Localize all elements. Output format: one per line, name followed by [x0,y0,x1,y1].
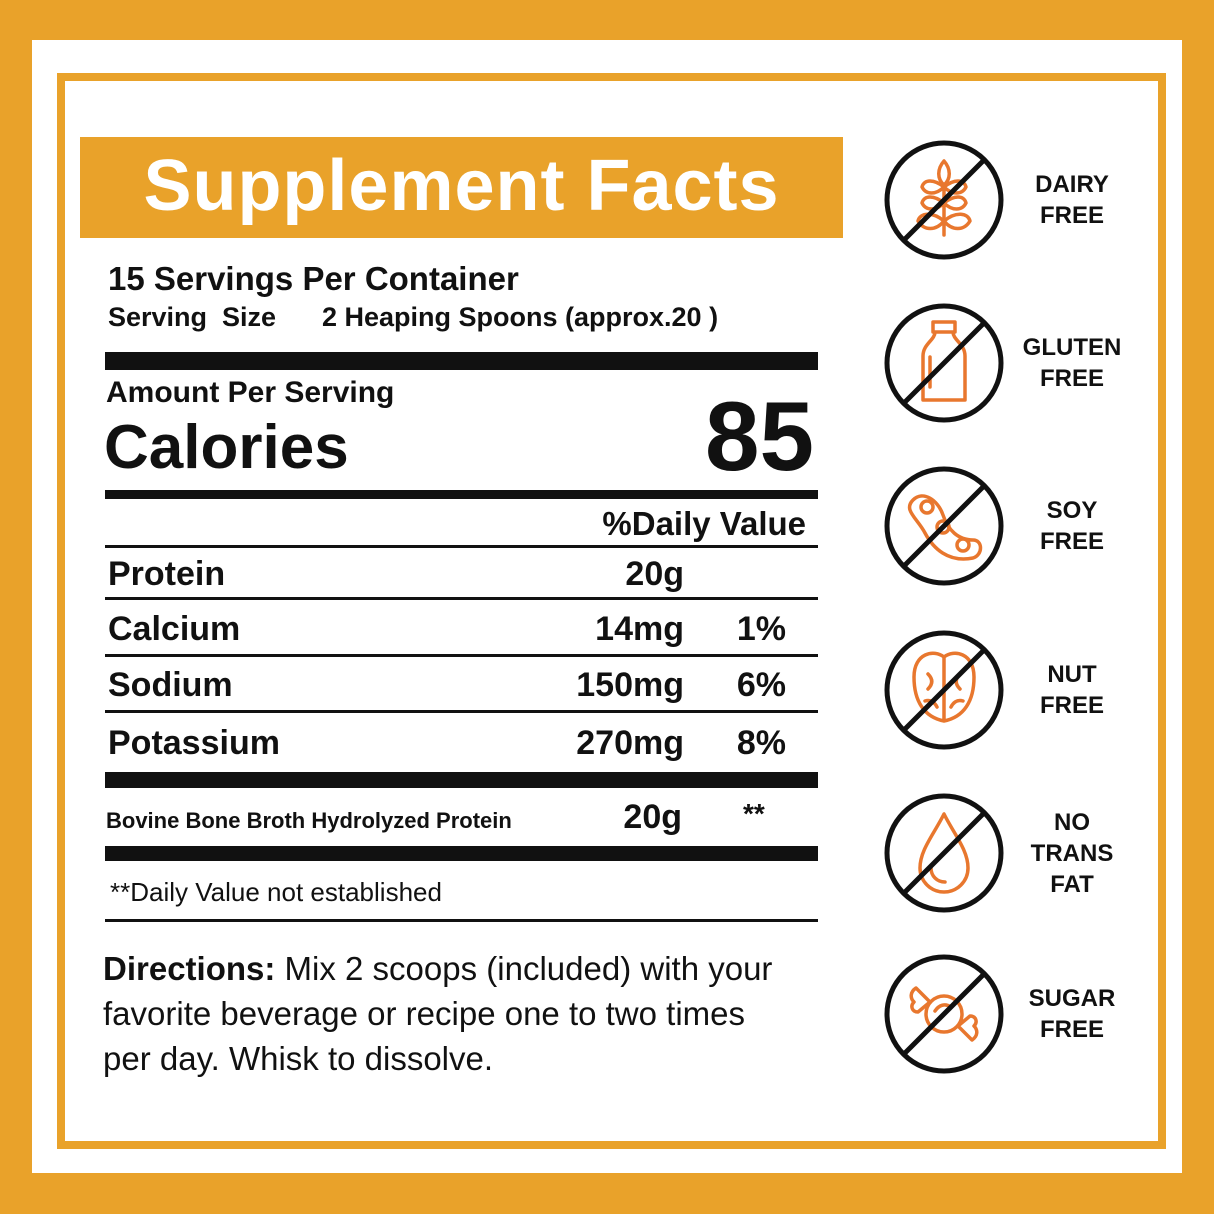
badge-label: GLUTEN FREE [1012,332,1132,394]
nutrient-name: Sodium [108,666,233,704]
badge-label-line: TRANS [1030,839,1114,867]
nutrient-amount: 20g [625,555,684,593]
badge-label-line: FAT [1050,870,1094,898]
title-banner: Supplement Facts [80,137,843,238]
page-title: Supplement Facts [143,146,780,226]
prohibited-circle-icon [884,793,1004,913]
badge-4 [883,792,1005,914]
badge-label-line: NO [1054,808,1090,836]
badge-label: NUT FREE [1012,659,1132,721]
directions-line-1: Directions: Mix 2 scoops (included) with… [103,946,772,991]
directions-label: Directions: [103,950,276,987]
directions-line-3: per day. Whisk to dissolve. [103,1040,494,1077]
serving-size-value: 2 Heaping Spoons (approx.20 ) [322,302,719,332]
prohibited-circle-icon [884,140,1004,260]
nutrient-dv: 6% [736,666,786,704]
divider [105,919,818,922]
divider-thick [105,352,818,370]
badge-label-line: FREE [1039,1016,1104,1043]
prohibited-circle-icon [884,954,1004,1074]
badge-label-line: FREE [1039,365,1104,392]
badge-label: DAIRY FREE [1012,169,1132,231]
divider [105,597,818,600]
prohibited-circle-icon [884,630,1004,750]
badge-label: SUGAR FREE [1012,983,1132,1045]
directions-line-2: favorite beverage or recipe one to two t… [103,995,746,1032]
nutrient-amount: 14mg [595,610,684,648]
soybean-icon [884,466,1004,586]
nutrient-amount: 270mg [576,724,684,762]
servings-per-container: 15 Servings Per Container [108,260,519,297]
amount-per-serving: Amount Per Serving [106,376,395,409]
nutrient-dv: 8% [736,724,786,762]
ingredient-name: Bovine Bone Broth Hydrolyzed Protein [106,808,512,833]
badge-label-line: FREE [1039,528,1104,555]
ingredient-amount: 20g [623,798,682,836]
walnut-icon [884,630,1004,750]
footnote: **Daily Value not established [110,877,442,907]
daily-value-header: %Daily Value [602,505,806,542]
ingredient-dv: ** [743,798,765,829]
badge-1 [883,302,1005,424]
divider-thick [105,846,818,861]
oil-drop-icon [884,793,1004,913]
badge-label-line: NUT [1047,661,1097,688]
badge-label-line: SUGAR [1028,985,1116,1012]
badge-3 [883,629,1005,751]
badge-0 [883,139,1005,261]
calories-label: Calories [104,413,349,482]
nutrient-name: Potassium [108,724,280,762]
badge-label-line: FREE [1039,692,1104,719]
divider [105,654,818,657]
badge-label-line: FREE [1039,202,1104,229]
badge-label: NO TRANS FAT [1012,807,1132,900]
badge-2 [883,465,1005,587]
candy-icon [884,954,1004,1074]
nutrient-name: Calcium [108,610,241,648]
badge-5 [883,953,1005,1075]
badge-label-line: SOY [1046,497,1098,524]
calories-value: 85 [704,381,814,491]
badge-label-line: GLUTEN [1022,334,1122,361]
badge-label-line: DAIRY [1035,171,1109,198]
milk-bottle-icon [884,303,1004,423]
prohibited-circle-icon [884,466,1004,586]
nutrient-amount: 150mg [576,666,684,704]
prohibited-circle-icon [884,303,1004,423]
divider-thick [105,772,818,788]
badge-label: SOY FREE [1012,495,1132,557]
nutrient-name: Protein [108,555,226,593]
directions-text: Mix 2 scoops (included) with your [275,950,773,987]
nutrient-dv: 1% [736,610,786,648]
divider [105,545,818,548]
serving-size-label: Serving Size [108,302,277,332]
wheat-icon [884,140,1004,260]
divider [105,490,818,499]
divider [105,710,818,713]
